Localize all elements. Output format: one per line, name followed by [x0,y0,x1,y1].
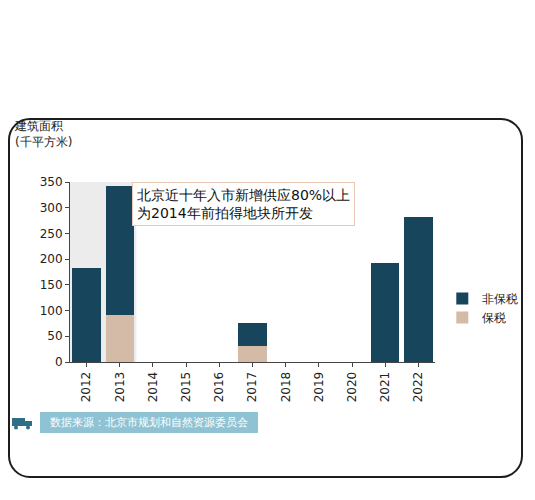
svg-text:0: 0 [55,355,63,369]
svg-text:100: 100 [40,304,63,318]
svg-text:50: 50 [47,329,62,343]
svg-text:2013: 2013 [113,372,127,403]
html-text:数据来源：北京市规划和自然资源委员会: 数据来源：北京市规划和自然资源委员会 [50,416,248,429]
svg-text:2012: 2012 [79,372,93,403]
svg-text:2020: 2020 [345,372,359,403]
svg-text:150: 150 [40,278,63,292]
svg-text:200: 200 [40,252,63,266]
svg-text:250: 250 [40,227,63,241]
svg-text:2014: 2014 [146,372,160,403]
svg-text:350: 350 [40,175,63,189]
svg-text:建筑面积(千平方米): 建筑面积(千平方米) [14,119,72,149]
svg-text:2018: 2018 [279,372,293,403]
svg-text:2021: 2021 [378,372,392,403]
svg-text:保税: 保税 [482,311,506,325]
svg-text:300: 300 [40,201,63,215]
svg-text:2019: 2019 [312,372,326,403]
svg-text:2017: 2017 [245,372,259,403]
svg-text:2015: 2015 [179,372,193,403]
svg-text:非保税: 非保税 [482,292,518,306]
svg-text:北京近十年入市新增供应80%以上为2014年前拍得地块所开发: 北京近十年入市新增供应80%以上为2014年前拍得地块所开发 [137,187,350,221]
svg-text:2016: 2016 [212,372,226,403]
svg-text:2022: 2022 [411,372,425,403]
